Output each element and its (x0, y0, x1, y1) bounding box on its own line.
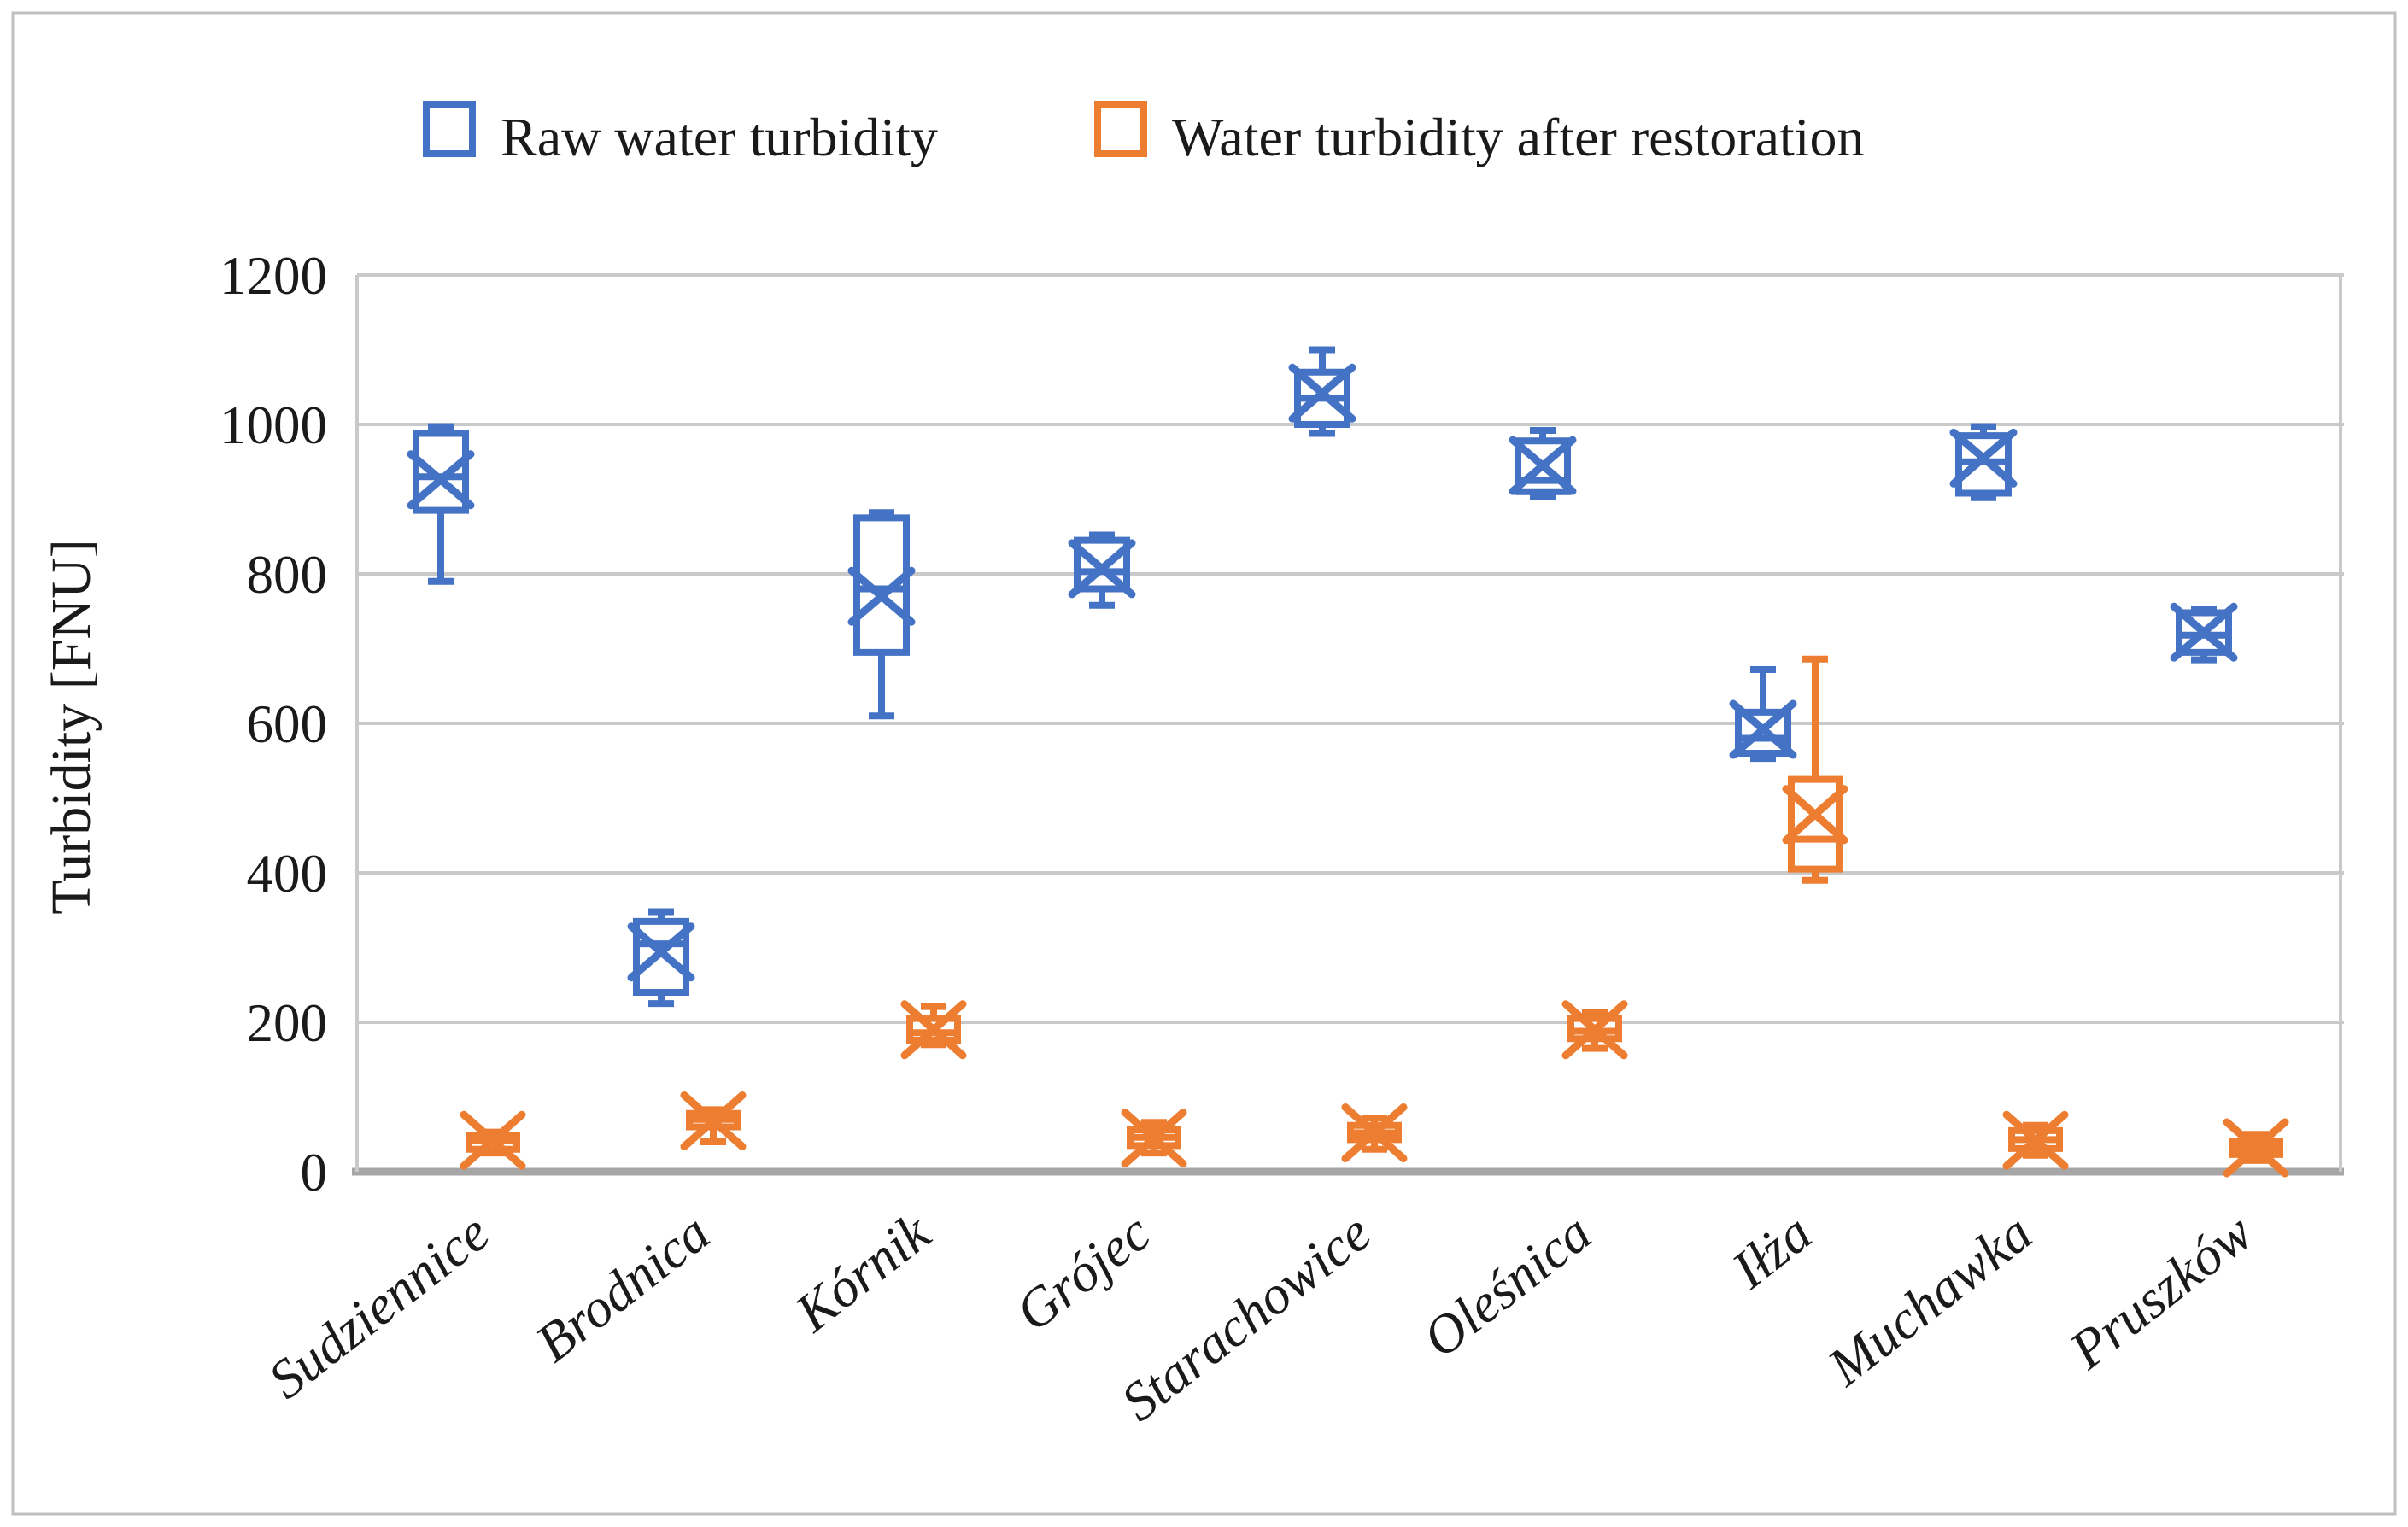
y-tick-label: 1200 (220, 246, 327, 306)
boxplot-restored-Brodnica (680, 1091, 747, 1150)
x-category-label: Oleśnica (1412, 1202, 1602, 1369)
boxplot-raw-Kórnik (847, 509, 916, 720)
legend-label-raw-water: Raw water turbidity (501, 107, 938, 167)
boxplot-raw-Sudziennice (407, 423, 475, 585)
legend: Raw water turbidity Water turbidity afte… (423, 101, 1865, 167)
boxplot-restored-Starachowice (1341, 1103, 1408, 1162)
boxplot-restored-Kórnik (900, 1000, 967, 1060)
boxplot-raw-Starachowice (1288, 346, 1356, 437)
boxplot-raw-Grójec (1068, 531, 1136, 609)
y-tick-label: 200 (247, 993, 328, 1053)
y-axis-title: Turbidity [FNU] (40, 539, 103, 914)
boxplot-restored-Sudziennice (460, 1110, 526, 1170)
plot-frame (355, 275, 2342, 1172)
boxplot-restored-Pruszków (2223, 1118, 2289, 1178)
boxplot-restored-Iłża (1782, 655, 1848, 884)
x-category-label: Pruszków (2058, 1202, 2264, 1381)
y-tick-label: 800 (247, 545, 328, 605)
gridlines (352, 273, 2344, 1176)
x-category-label: Brodnica (524, 1202, 721, 1373)
y-tick-label: 0 (301, 1143, 328, 1202)
x-category-label: Kórnik (783, 1201, 942, 1343)
y-axis-tick-labels: 0 200 400 600 800 1000 1200 (220, 246, 327, 1202)
boxplot-raw-Brodnica (627, 908, 695, 1008)
boxplot-restored-Grójec (1121, 1109, 1187, 1168)
x-category-label: Sudziennice (257, 1202, 501, 1410)
boxplot-raw-Oleśnica (1509, 427, 1577, 500)
x-axis-category-labels: Sudziennice Brodnica Kórnik GrójecStarachow… (257, 1201, 2264, 1432)
boxplot-marks (407, 346, 2289, 1178)
boxplot-restored-Oleśnica (1561, 1000, 1628, 1060)
legend-swatch-raw-water (423, 101, 476, 157)
y-tick-label: 400 (247, 844, 328, 904)
legend-label-after-restoration: Water turbidity after restoration (1172, 107, 1865, 167)
boxplot-raw-Pruszków (2170, 602, 2238, 664)
boxplot-raw-Iłża (1729, 666, 1797, 763)
figure-border (11, 11, 2397, 1516)
boxplot-restored-Muchawka (2002, 1110, 2069, 1170)
x-category-label: Iłża (1720, 1202, 1822, 1301)
x-category-label: Muchawka (1816, 1202, 2043, 1397)
legend-swatch-after-restoration (1094, 101, 1147, 157)
y-tick-label: 600 (247, 694, 328, 754)
boxplot-raw-Muchawka (1949, 423, 2018, 501)
x-category-label: Grójec (1005, 1202, 1162, 1343)
y-tick-label: 1000 (220, 395, 327, 455)
